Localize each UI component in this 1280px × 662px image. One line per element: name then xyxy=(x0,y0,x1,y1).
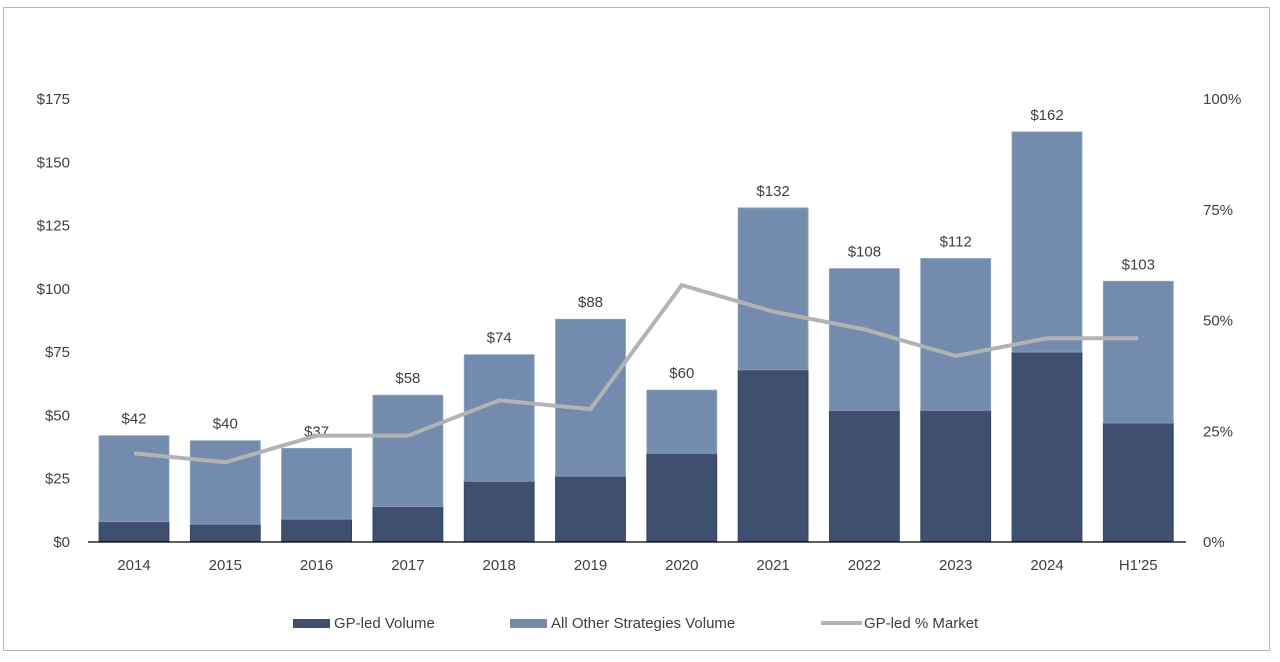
data-label: $112 xyxy=(940,233,972,250)
bar-segment xyxy=(1011,131,1083,353)
chart-frame xyxy=(3,7,1270,651)
bar-segment xyxy=(737,369,809,543)
y2-tick-label: 75% xyxy=(1203,202,1233,219)
x-axis-ticks: 2014 2015 2016 2017 2018 2019 2020 2021 2022 2023… xyxy=(117,557,1157,574)
bar-segment xyxy=(555,318,626,477)
data-label: $60 xyxy=(669,365,694,382)
bar-segment xyxy=(98,435,170,523)
x-tick-label: 2021 xyxy=(756,557,789,574)
x-tick-label: 2014 xyxy=(117,557,150,574)
bar-segment xyxy=(1102,422,1174,543)
x-tick-label: 2018 xyxy=(483,557,516,574)
y-tick-label: $125 xyxy=(37,218,70,235)
data-label: $162 xyxy=(1030,107,1063,124)
data-label: $103 xyxy=(1122,256,1155,273)
bar-segment xyxy=(463,354,535,482)
x-tick-label: 2017 xyxy=(391,557,424,574)
data-label: $132 xyxy=(756,183,789,200)
data-label: $88 xyxy=(578,294,603,311)
data-label: $40 xyxy=(213,416,238,433)
legend-swatch-other xyxy=(510,618,547,628)
data-label: $42 xyxy=(121,411,146,428)
data-label: $74 xyxy=(487,330,512,347)
bar-segment xyxy=(555,475,626,543)
right-axis-ticks: 0% 25% 50% 75% 100% xyxy=(1203,91,1241,551)
bar-segment xyxy=(646,452,718,543)
bar-segment xyxy=(1102,280,1174,424)
x-tick-label: 2015 xyxy=(209,557,242,574)
bar-segment xyxy=(829,409,900,543)
x-tick-label: 2016 xyxy=(300,557,333,574)
y-tick-label: $75 xyxy=(45,344,70,361)
bar-segment xyxy=(737,207,809,371)
y2-tick-label: 25% xyxy=(1203,423,1233,440)
y2-tick-label: 100% xyxy=(1203,91,1241,108)
bar-segment xyxy=(646,389,718,454)
bar-segment xyxy=(463,480,535,543)
x-tick-label: 2024 xyxy=(1030,557,1063,574)
bar-segment xyxy=(372,506,444,543)
x-tick-label: 2022 xyxy=(848,557,881,574)
y-tick-label: $100 xyxy=(37,281,70,298)
legend-label: All Other Strategies Volume xyxy=(551,614,736,632)
bar-segment xyxy=(920,409,992,543)
legend-label: GP-led % Market xyxy=(864,614,979,632)
legend-swatch-gp-led xyxy=(293,618,330,628)
legend-line-swatch xyxy=(821,621,862,625)
x-tick-label: 2023 xyxy=(939,557,972,574)
y-tick-label: $0 xyxy=(53,534,70,551)
data-label: $108 xyxy=(848,244,881,261)
bar-segment xyxy=(920,258,992,411)
total-labels: $42 $40 $37$58$74$88$60$132$108$112$162$10… xyxy=(121,107,1155,440)
data-label: $58 xyxy=(395,370,420,387)
legend-item-gp-led-pct: GP-led % Market xyxy=(821,612,978,634)
x-tick-label: H1'25 xyxy=(1119,557,1158,574)
y-tick-label: $150 xyxy=(37,154,70,171)
y-tick-label: $25 xyxy=(45,471,70,488)
legend-item-other-strategies: All Other Strategies Volume xyxy=(510,612,735,634)
bar-segment xyxy=(1011,351,1083,543)
bar-segment xyxy=(829,268,900,411)
y-tick-label: $175 xyxy=(37,91,70,108)
bars xyxy=(98,131,1174,543)
legend-label: GP-led Volume xyxy=(334,614,435,632)
pct-line-group xyxy=(133,282,1139,465)
bar-segment xyxy=(189,523,261,543)
bar-segment xyxy=(372,394,444,507)
legend-item-gp-led-volume: GP-led Volume xyxy=(293,612,435,634)
left-axis-ticks: $0 $25 $50 $75 $100 $125 $150 $175 xyxy=(37,91,70,551)
bar-segment xyxy=(281,518,353,543)
y2-tick-label: 0% xyxy=(1203,534,1225,551)
pct-line xyxy=(133,282,1139,465)
bar-segment xyxy=(281,447,353,520)
legend: GP-led Volume All Other Strategies Volum… xyxy=(0,612,1280,634)
y-tick-label: $50 xyxy=(45,407,70,424)
x-tick-label: 2020 xyxy=(665,557,698,574)
bar-segment xyxy=(98,521,170,543)
y2-tick-label: 50% xyxy=(1203,313,1233,330)
x-tick-label: 2019 xyxy=(574,557,607,574)
